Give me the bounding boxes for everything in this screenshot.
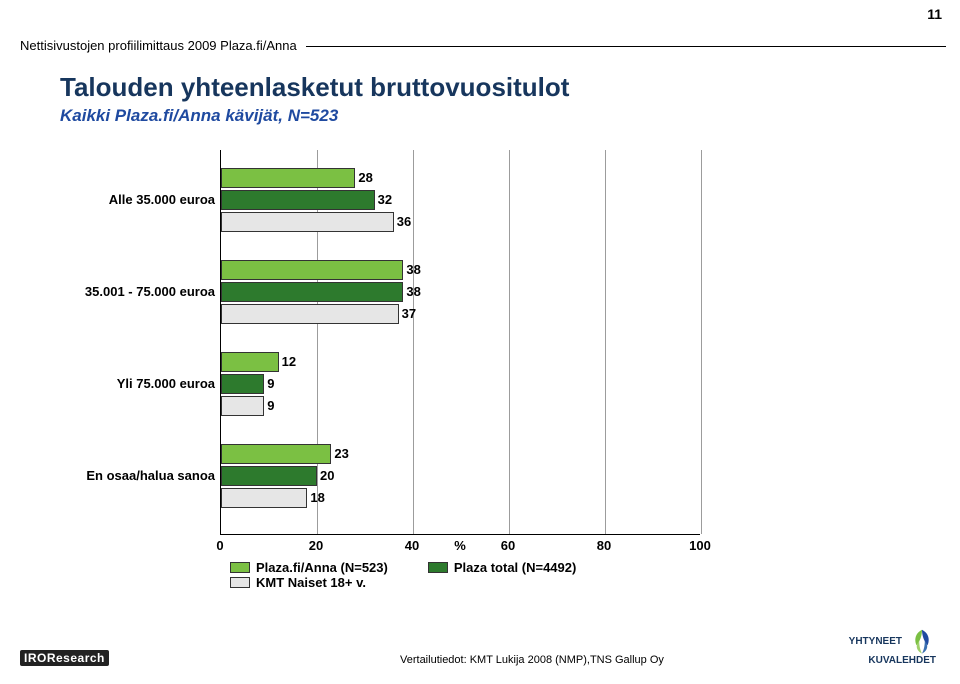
chart-legend: Plaza.fi/Anna (N=523) Plaza total (N=449… [230,560,790,590]
header-rule-icon [306,46,946,47]
chart-bar-value: 12 [282,354,296,369]
chart-bar-value: 37 [402,306,416,321]
chart-bar-value: 9 [267,376,274,391]
chart-gridline [413,150,414,534]
legend-label: Plaza.fi/Anna (N=523) [256,560,388,575]
chart-xaxis-label: % [454,538,466,553]
legend-item: Plaza total (N=4492) [428,560,576,575]
chart-gridline [701,150,702,534]
page-subtitle: Kaikki Plaza.fi/Anna kävijät, N=523 [60,106,338,126]
chart-bar: 23 [221,444,331,464]
chart-xtick: 100 [689,538,711,553]
income-chart: 2832363838371299232018 020406080100%Alle… [60,150,700,580]
chart-bar-value: 9 [267,398,274,413]
page-title: Talouden yhteenlasketut bruttovuositulot [60,72,569,103]
legend-item: Plaza.fi/Anna (N=523) [230,560,388,575]
chart-bar-value: 38 [406,262,420,277]
chart-xtick: 60 [501,538,515,553]
chart-bar-value: 23 [334,446,348,461]
chart-category-label: Alle 35.000 euroa [65,192,215,207]
leaf-logo-icon [908,627,936,655]
chart-bar: 37 [221,304,399,324]
research-brand-text: IROResearch [20,650,109,666]
header-line: Nettisivustojen profiilimittaus 2009 Pla… [20,38,946,53]
chart-bar: 12 [221,352,279,372]
chart-plot-area: 2832363838371299232018 [220,150,700,535]
chart-xtick: 20 [309,538,323,553]
chart-category-label: En osaa/halua sanoa [65,468,215,483]
chart-bar: 9 [221,396,264,416]
chart-bar: 32 [221,190,375,210]
logo-top-text: YHTYNEET [849,636,902,647]
research-brand: IROResearch [20,650,109,666]
chart-bar: 28 [221,168,355,188]
chart-gridline [509,150,510,534]
page-number: 11 [927,6,942,22]
chart-bar-value: 20 [320,468,334,483]
chart-category-label: 35.001 - 75.000 euroa [65,284,215,299]
legend-swatch-icon [230,577,250,588]
chart-bar-value: 38 [406,284,420,299]
chart-gridline [605,150,606,534]
chart-bar: 9 [221,374,264,394]
chart-bar: 38 [221,282,403,302]
chart-bar: 20 [221,466,317,486]
logo-bottom-text: KUVALEHDET [849,655,936,666]
legend-item: KMT Naiset 18+ v. [230,575,366,590]
chart-bar-value: 28 [358,170,372,185]
legend-swatch-icon [230,562,250,573]
publisher-logo: YHTYNEET KUVALEHDET [849,627,936,666]
chart-bar: 36 [221,212,394,232]
chart-xtick: 0 [216,538,223,553]
chart-category-label: Yli 75.000 euroa [65,376,215,391]
chart-xtick: 40 [405,538,419,553]
chart-xtick: 80 [597,538,611,553]
chart-bar: 38 [221,260,403,280]
header-text: Nettisivustojen profiilimittaus 2009 Pla… [20,38,297,53]
footer-source: Vertailutiedot: KMT Lukija 2008 (NMP),TN… [400,654,664,666]
legend-label: KMT Naiset 18+ v. [256,575,366,590]
chart-bar-value: 36 [397,214,411,229]
legend-swatch-icon [428,562,448,573]
chart-bar-value: 32 [378,192,392,207]
chart-bar-value: 18 [310,490,324,505]
legend-label: Plaza total (N=4492) [454,560,576,575]
chart-bar: 18 [221,488,307,508]
